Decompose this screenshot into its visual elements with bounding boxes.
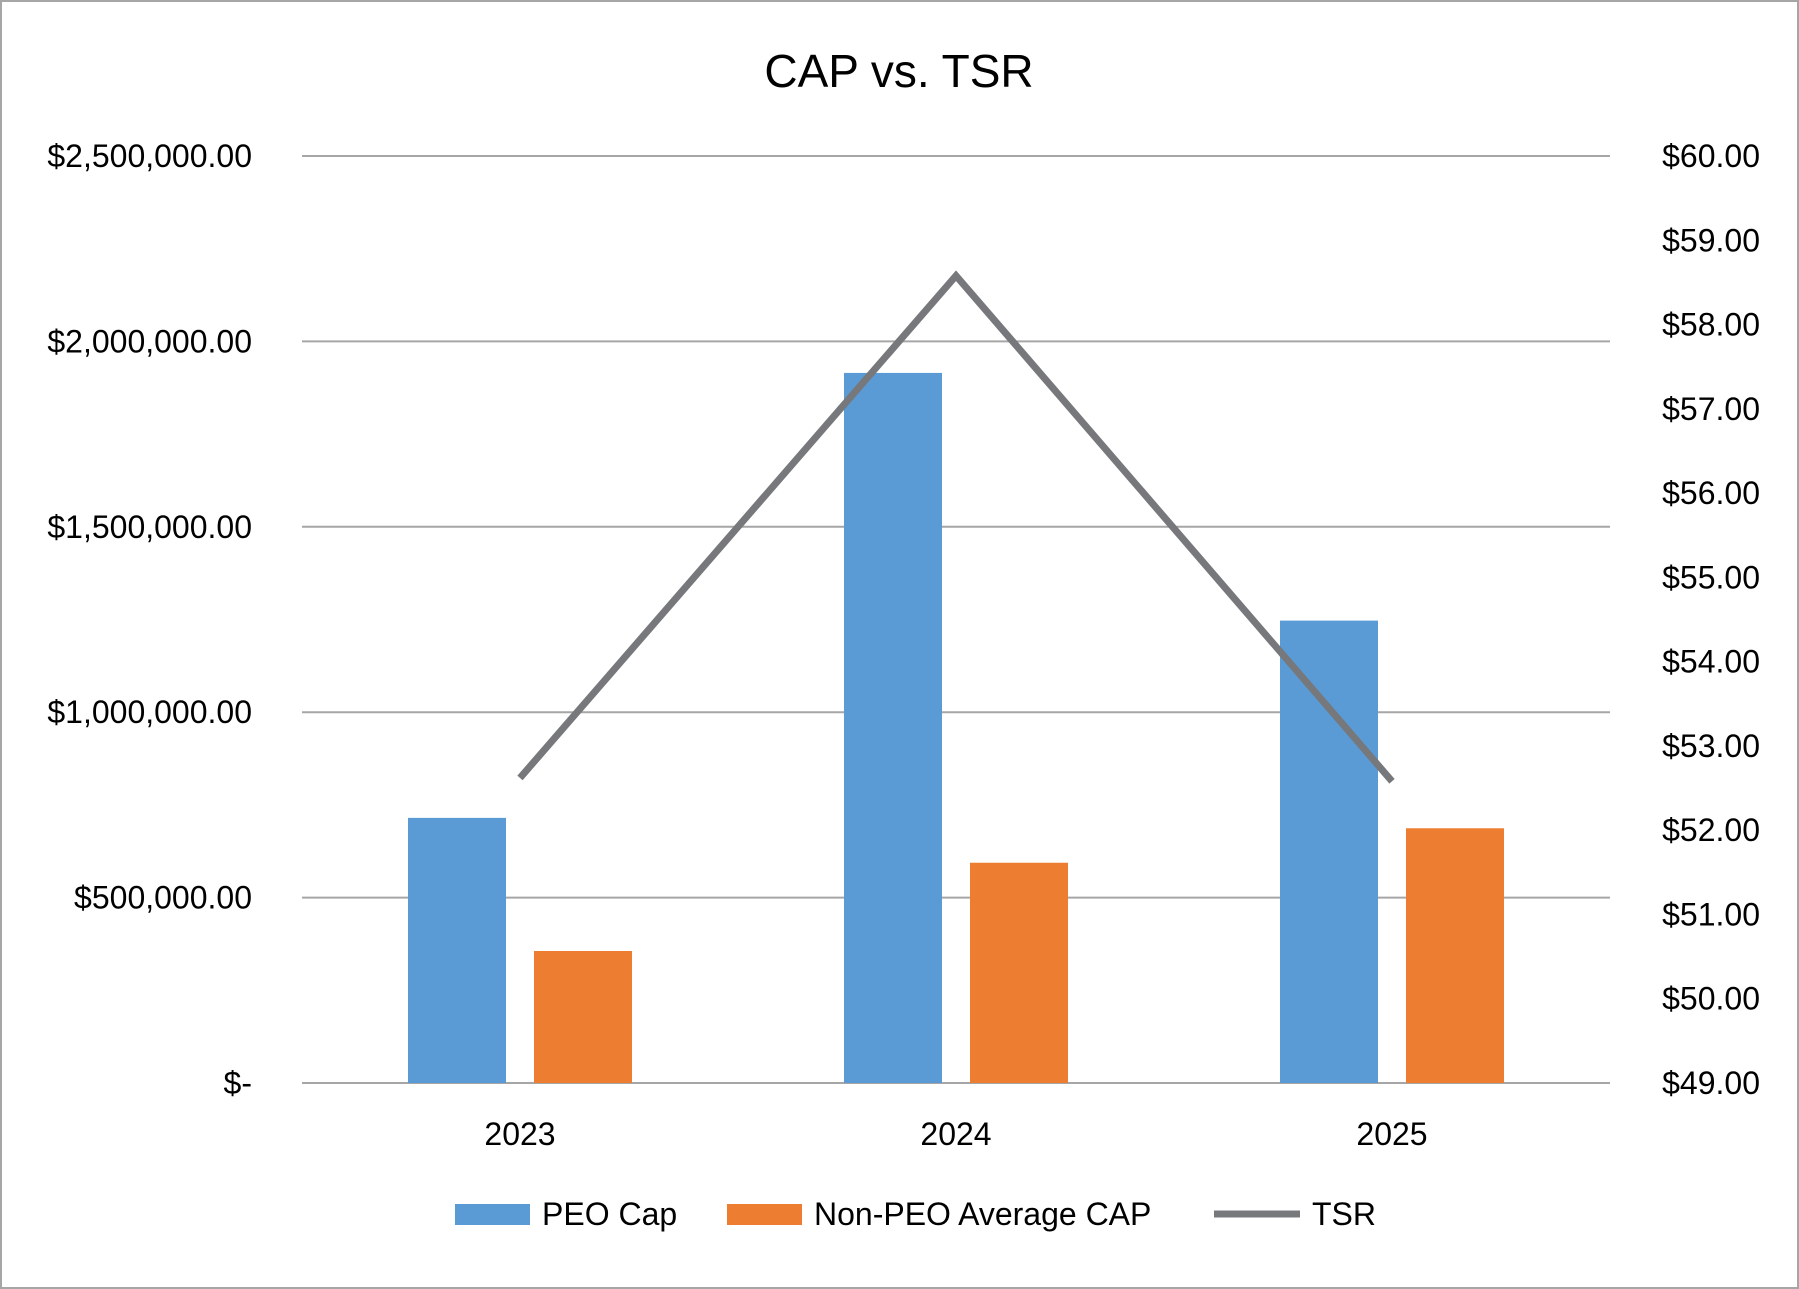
line-tsr [517,270,1395,784]
right-tick-label: $49.00 [1662,1065,1760,1101]
left-tick-label: $1,500,000.00 [47,509,252,545]
right-tick-label: $52.00 [1662,812,1760,848]
x-tick-label: 2024 [920,1116,991,1152]
left-axis-ticks: $- $500,000.00 $1,000,000.00 $1,500,000.00 $… [47,138,252,1101]
gridlines [302,155,1610,1084]
x-tick-label: 2023 [484,1116,555,1152]
legend-label: TSR [1312,1196,1376,1232]
right-axis-ticks: $49.00 $50.00 $51.00 $52.00 $53.00 $54.00 $55.… [1662,138,1760,1101]
legend-item-peo-cap: PEO Cap [455,1196,677,1232]
bar-peo-cap-2025 [1280,620,1378,1083]
right-tick-label: $56.00 [1662,475,1760,511]
bar-non-peo-average-cap-2025 [1406,828,1504,1083]
right-tick-label: $60.00 [1662,138,1760,174]
right-tick-label: $55.00 [1662,559,1760,595]
bar-peo-cap-2023 [408,817,506,1083]
right-tick-label: $53.00 [1662,728,1760,764]
x-axis-ticks: 2023 2024 2025 [484,1116,1427,1152]
legend-label: PEO Cap [542,1196,677,1232]
right-tick-label: $57.00 [1662,391,1760,427]
bars [408,372,1504,1084]
legend-item-non-peo-average-cap: Non-PEO Average CAP [727,1196,1151,1232]
right-tick-label: $51.00 [1662,896,1760,932]
left-tick-label: $- [224,1065,252,1101]
bar-peo-cap-2024 [844,372,942,1084]
x-tick-label: 2025 [1356,1116,1427,1152]
bar-non-peo-average-cap-2023 [534,950,632,1083]
left-tick-label: $2,000,000.00 [47,323,252,359]
right-tick-label: $54.00 [1662,644,1760,680]
left-tick-label: $500,000.00 [74,880,252,916]
legend-label: Non-PEO Average CAP [814,1196,1151,1232]
left-tick-label: $1,000,000.00 [47,694,252,730]
tsr-line-group [517,270,1395,784]
legend-swatch [455,1204,530,1225]
legend-swatch [727,1204,802,1225]
legend-item-tsr: TSR [1214,1196,1376,1232]
bar-non-peo-average-cap-2024 [970,862,1068,1083]
left-tick-label: $2,500,000.00 [47,138,252,174]
right-tick-label: $50.00 [1662,981,1760,1017]
legend: PEO Cap Non-PEO Average CAP TSR [455,1196,1376,1232]
right-tick-label: $58.00 [1662,307,1760,343]
right-tick-label: $59.00 [1662,222,1760,258]
chart-title: CAP vs. TSR [764,45,1033,97]
